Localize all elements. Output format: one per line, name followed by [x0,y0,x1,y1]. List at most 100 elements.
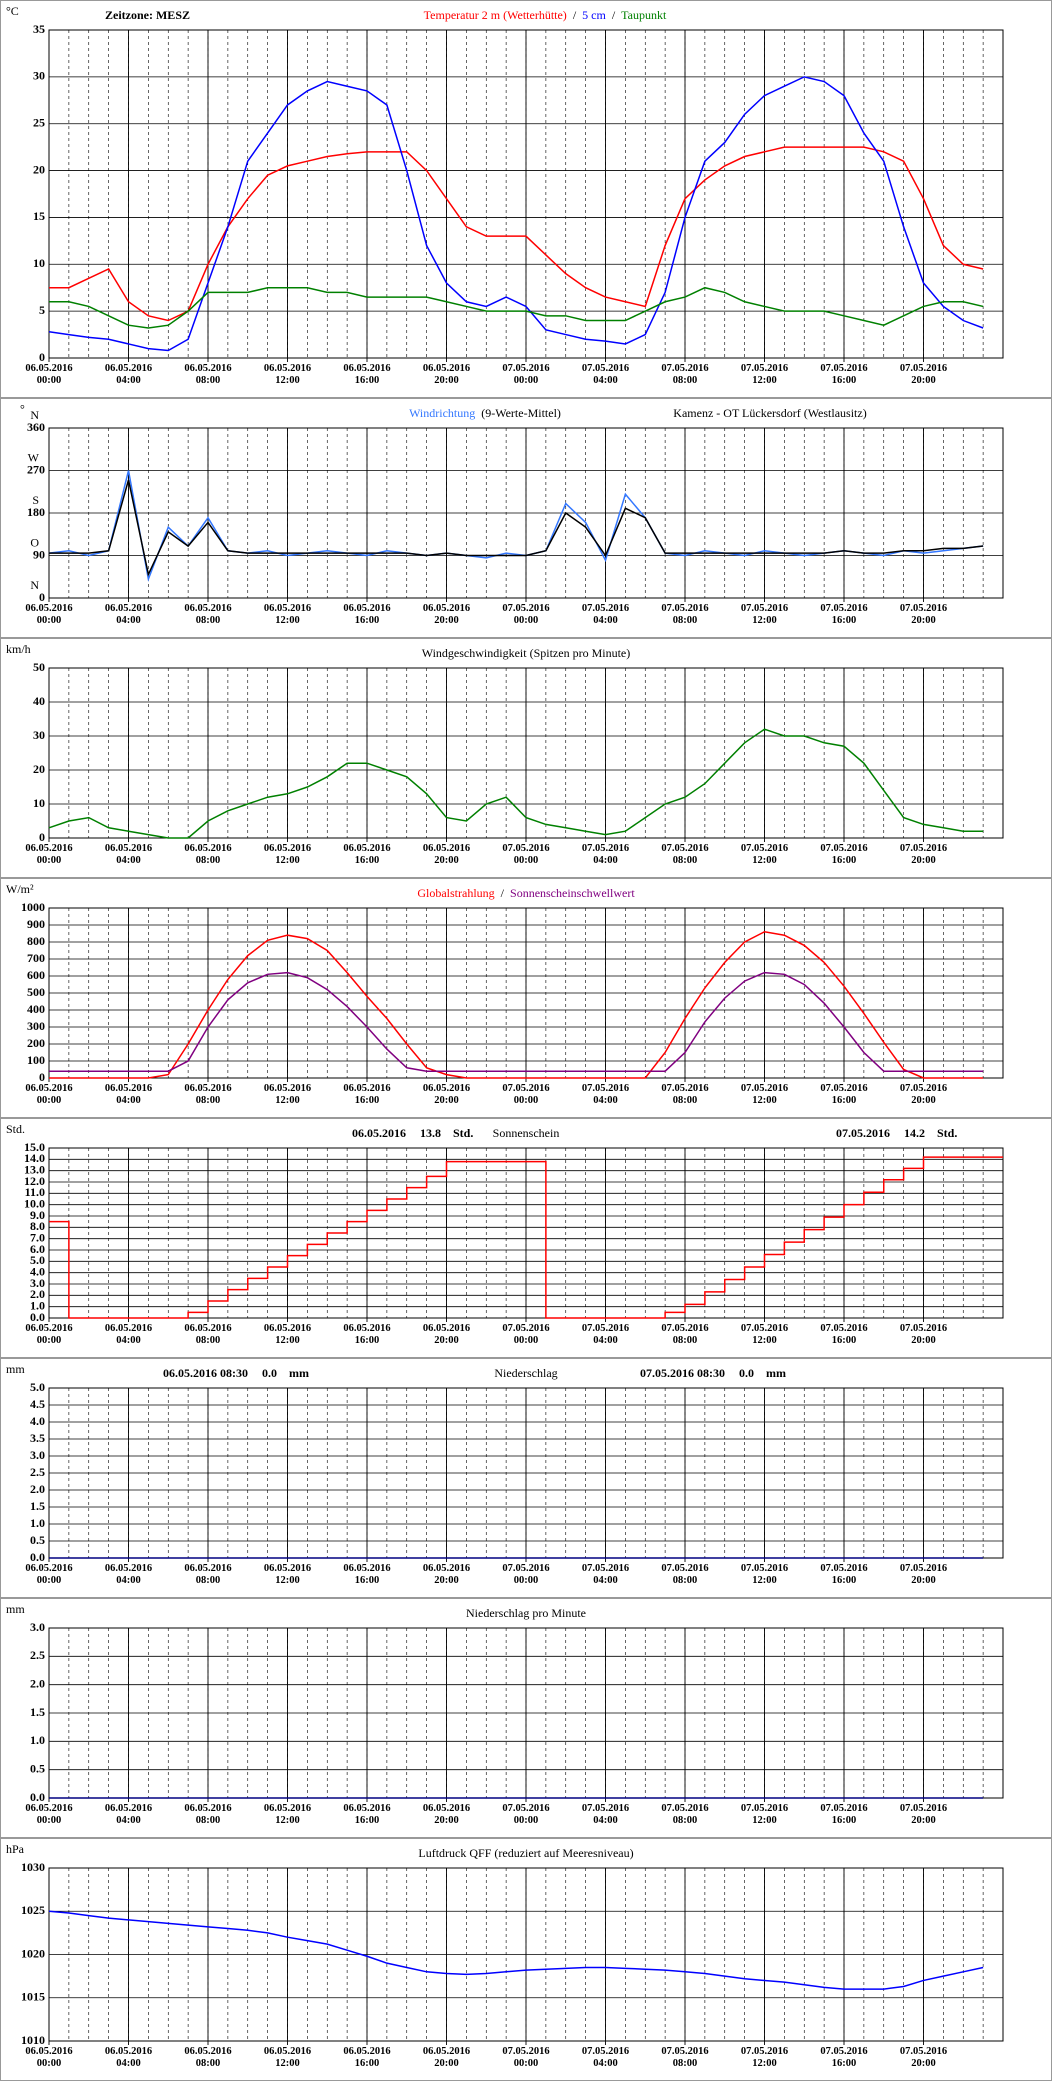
x-tick-label: 07.05.2016 04:00 [581,363,630,386]
y-tick-label: 0.0 [30,1790,45,1804]
y-tick-label: 13.0 [24,1162,45,1176]
y-tick-label: 200 [27,1036,45,1050]
chart-title: Niederschlag pro Minute [466,1606,586,1620]
y-tick-label: 900 [27,917,45,931]
x-tick-label: 07.05.2016 04:00 [581,2046,630,2069]
x-tick-label: 06.05.2016 00:00 [25,1563,73,1586]
chart-title: Luftdruck QFF (reduziert auf Meeresnivea… [418,1846,633,1860]
y-direction-label: N [30,578,39,592]
y-tick-label: 1.5 [30,1705,45,1719]
x-tick-label: 06.05.2016 00:00 [25,843,73,866]
x-tick-label: 07.05.2016 04:00 [581,603,630,626]
y-tick-label: 1025 [21,1903,45,1917]
x-tick-label: 07.05.2016 12:00 [740,2046,789,2069]
y-tick-label: 20 [33,762,45,776]
y-tick-label: 2.0 [30,1287,45,1301]
y-tick-label: 5.0 [30,1253,45,1267]
x-tick-label: 06.05.2016 16:00 [343,1563,391,1586]
annotation-date: 06.05.2016 [352,1126,406,1140]
series-line [49,971,984,1072]
x-tick-label: 07.05.2016 08:00 [661,1803,709,1826]
annotation-total: 13.8 [420,1126,441,1140]
x-tick-label: 07.05.2016 20:00 [899,1323,948,1346]
x-tick-label: 07.05.2016 16:00 [820,843,868,866]
legend-entry: Windrichtung [409,406,475,420]
unit: Std. [6,1122,25,1136]
y-tick-label: 0 [39,830,45,844]
x-tick-label: 07.05.2016 04:00 [581,1803,630,1826]
x-tick-label: 06.05.2016 16:00 [343,843,391,866]
y-tick-label: 30 [33,728,45,742]
x-tick-label: 06.05.2016 00:00 [25,1803,73,1826]
legend: Temperatur 2 m (Wetterhütte) / 5 cm / Taupun… [424,8,667,22]
unit: mm [6,1602,25,1616]
y-tick-label: 500 [27,985,45,999]
x-tick-label: 06.05.2016 08:00 [184,363,232,386]
y-direction-label: W [28,450,40,464]
x-tick-label: 07.05.2016 12:00 [740,1563,789,1586]
chart-title: Windgeschwindigkeit (Spitzen pro Minute) [422,646,630,660]
x-tick-label: 06.05.2016 08:00 [184,1083,232,1106]
x-tick-label: 06.05.2016 04:00 [104,1563,153,1586]
legend-entry: Temperatur 2 m (Wetterhütte) [424,8,567,22]
y-tick-label: 20 [33,162,45,176]
x-tick-label: 06.05.2016 04:00 [104,603,153,626]
y-tick-label: 1015 [21,1990,45,2004]
chart-title: Kamenz - OT Lückersdorf (Westlausitz) [673,406,866,420]
x-tick-label: 07.05.2016 16:00 [820,1563,868,1586]
y-tick-label: 5.0 [30,1380,45,1394]
x-tick-label: 07.05.2016 00:00 [502,1323,550,1346]
y-tick-label: 2.5 [30,1648,45,1662]
x-tick-label: 06.05.2016 04:00 [104,1803,153,1826]
y-tick-label: 90 [33,547,45,561]
plot-frame [48,667,1004,839]
x-tick-label: 07.05.2016 08:00 [661,1563,709,1586]
x-tick-label: 07.05.2016 00:00 [502,1083,550,1106]
y-tick-label: 600 [27,968,45,982]
x-tick-label: 06.05.2016 20:00 [422,1803,471,1826]
x-tick-label: 06.05.2016 12:00 [263,843,312,866]
series-line [49,286,984,329]
x-tick-label: 07.05.2016 20:00 [899,1083,948,1106]
x-tick-label: 06.05.2016 20:00 [422,2046,471,2069]
x-tick-label: 07.05.2016 20:00 [899,603,948,626]
plot-frame [48,1147,1004,1319]
y-tick-label: 0 [39,590,45,604]
x-tick-label: 07.05.2016 08:00 [661,603,709,626]
x-tick-label: 06.05.2016 12:00 [263,1323,312,1346]
x-tick-label: 07.05.2016 04:00 [581,843,630,866]
y-tick-label: 300 [27,1019,45,1033]
annotation-unit: mm [289,1366,309,1380]
x-tick-label: 07.05.2016 04:00 [581,1323,630,1346]
x-tick-label: 06.05.2016 00:00 [25,1083,73,1106]
x-tick-label: 07.05.2016 12:00 [740,603,789,626]
y-tick-label: 1020 [21,1946,45,1960]
series-line [48,76,984,352]
x-tick-label: 07.05.2016 20:00 [899,843,948,866]
annotation-unit: mm [766,1366,786,1380]
x-tick-label: 06.05.2016 12:00 [263,1563,312,1586]
x-tick-label: 06.05.2016 08:00 [184,1563,232,1586]
x-tick-label: 07.05.2016 16:00 [820,363,868,386]
x-tick-label: 06.05.2016 04:00 [104,843,153,866]
y-tick-label: 0.5 [30,1761,45,1775]
annotation-date: 07.05.2016 [836,1126,890,1140]
unit: mm [6,1362,25,1376]
annotation-unit: Std. [453,1126,473,1140]
x-tick-label: 07.05.2016 00:00 [502,1803,550,1826]
x-tick-label: 06.05.2016 04:00 [104,1323,153,1346]
x-tick-label: 06.05.2016 12:00 [263,603,312,626]
annotation-date: 07.05.2016 08:30 [640,1366,725,1380]
x-tick-label: 06.05.2016 08:00 [184,843,232,866]
legend-entry: Globalstrahlung [417,886,494,900]
y-tick-label: 3.5 [30,1431,45,1445]
y-tick-label: 5 [39,303,45,317]
y-tick-label: 35 [33,22,45,36]
x-tick-label: 07.05.2016 16:00 [820,1323,868,1346]
y-tick-label: 7.0 [30,1230,45,1244]
y-tick-label: 1030 [21,1860,45,1874]
unit: ° [20,402,25,416]
x-tick-label: 06.05.2016 20:00 [422,603,471,626]
x-tick-label: 07.05.2016 12:00 [740,363,789,386]
